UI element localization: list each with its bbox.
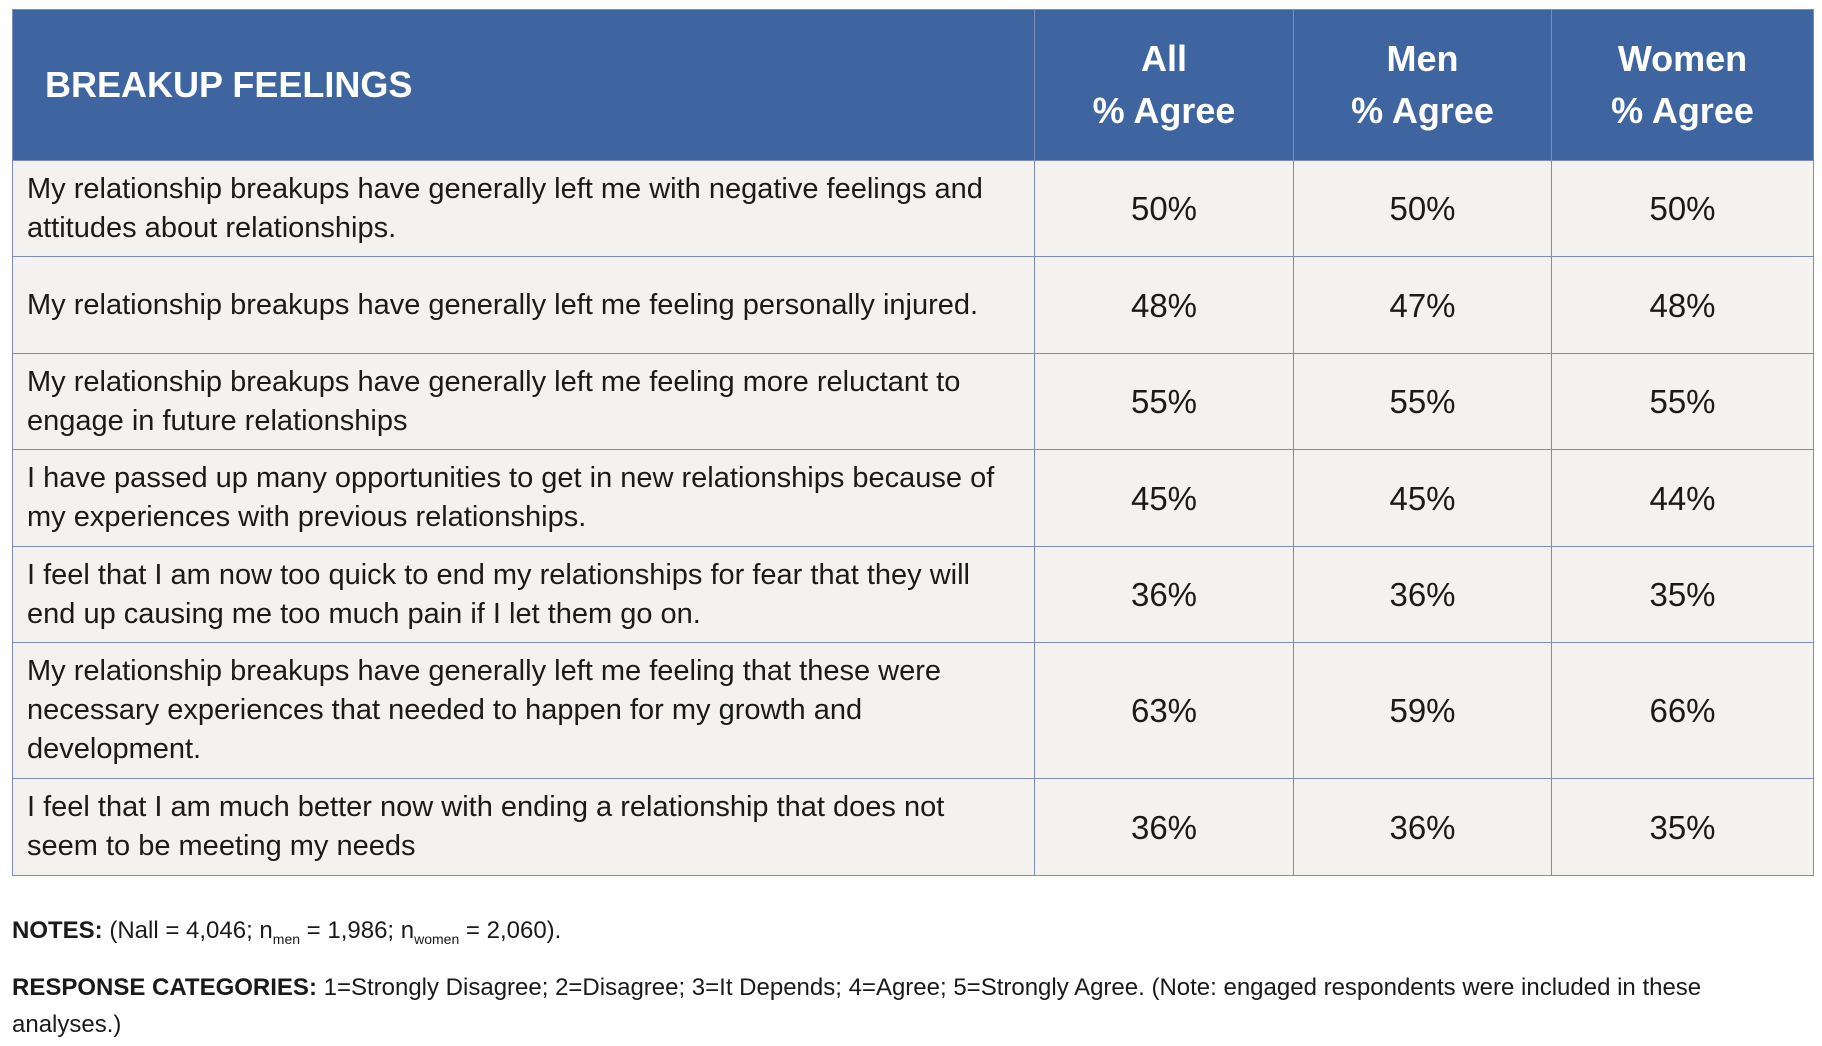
men-cell: 36% — [1293, 778, 1552, 876]
women-cell: 50% — [1551, 160, 1814, 257]
header-women: Women% Agree — [1551, 9, 1814, 161]
statement-cell: My relationship breakups have generally … — [12, 160, 1035, 257]
table-row: My relationship breakups have generally … — [12, 353, 1814, 450]
header-row: BREAKUP FEELINGS All% Agree Men% Agree W… — [12, 9, 1814, 161]
women-cell: 35% — [1551, 778, 1814, 876]
all-cell: 36% — [1034, 778, 1294, 876]
statement-cell: I feel that I am much better now with en… — [12, 778, 1035, 876]
men-cell: 50% — [1293, 160, 1552, 257]
all-cell: 50% — [1034, 160, 1294, 257]
statement-cell: My relationship breakups have generally … — [12, 353, 1035, 450]
men-cell: 59% — [1293, 642, 1552, 779]
statement-cell: I have passed up many opportunities to g… — [12, 449, 1035, 547]
all-cell: 55% — [1034, 353, 1294, 450]
table-row: My relationship breakups have generally … — [12, 160, 1814, 257]
women-cell: 35% — [1551, 546, 1814, 643]
header-men: Men% Agree — [1293, 9, 1552, 161]
all-cell: 36% — [1034, 546, 1294, 643]
men-cell: 36% — [1293, 546, 1552, 643]
women-cell: 48% — [1551, 256, 1814, 354]
table-row: My relationship breakups have generally … — [12, 256, 1814, 354]
all-cell: 63% — [1034, 642, 1294, 779]
response-categories: RESPONSE CATEGORIES: 1=Strongly Disagree… — [12, 974, 1702, 1038]
men-cell: 45% — [1293, 449, 1552, 547]
table-row: I have passed up many opportunities to g… — [12, 449, 1814, 547]
women-cell: 66% — [1551, 642, 1814, 779]
breakup-feelings-table: BREAKUP FEELINGS All% Agree Men% Agree W… — [12, 9, 1814, 876]
table-row: I feel that I am much better now with en… — [12, 778, 1814, 876]
all-cell: 45% — [1034, 449, 1294, 547]
statement-cell: My relationship breakups have generally … — [12, 256, 1035, 354]
table-row: I feel that I am now too quick to end my… — [12, 546, 1814, 643]
table-row: My relationship breakups have generally … — [12, 642, 1814, 779]
all-cell: 48% — [1034, 256, 1294, 354]
men-cell: 47% — [1293, 256, 1552, 354]
header-statement: BREAKUP FEELINGS — [12, 9, 1035, 161]
header-all: All% Agree — [1034, 9, 1294, 161]
women-cell: 44% — [1551, 449, 1814, 547]
women-cell: 55% — [1551, 353, 1814, 450]
statement-cell: I feel that I am now too quick to end my… — [12, 546, 1035, 643]
men-cell: 55% — [1293, 353, 1552, 450]
notes: NOTES: (Nall = 4,046; nmen = 1,986; nwom… — [12, 917, 562, 947]
statement-cell: My relationship breakups have generally … — [12, 642, 1035, 779]
